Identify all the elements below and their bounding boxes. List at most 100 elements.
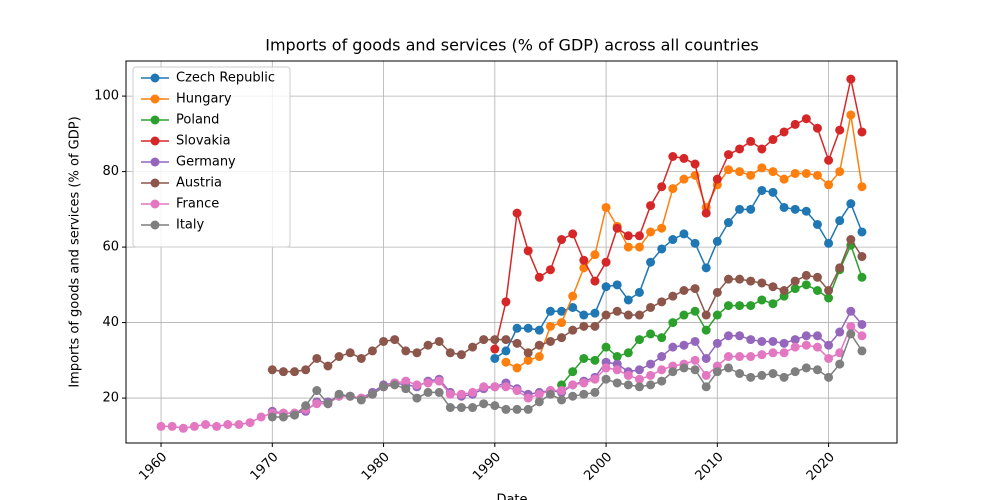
data-point [267,412,277,422]
data-point [824,286,834,296]
series-line [161,325,863,430]
data-point [857,182,867,192]
data-point [746,335,756,345]
data-point [679,229,689,239]
legend-label: Germany [176,155,236,170]
data-point [534,352,544,362]
data-point [512,338,522,348]
data-point [545,306,555,316]
data-point [801,340,811,350]
legend-marker [150,115,160,125]
series-line [560,243,863,386]
data-point [746,372,756,382]
data-point [701,370,711,380]
data-point [679,363,689,373]
data-point [512,386,522,396]
data-point [545,321,555,331]
data-point [757,163,767,173]
data-point [501,357,511,367]
data-point [679,340,689,350]
data-point [835,216,845,226]
data-point [835,167,845,177]
data-point [779,348,789,358]
data-point [779,372,789,382]
data-point [468,342,478,352]
data-point [434,376,444,386]
chart-title: Imports of goods and services (% of GDP)… [265,36,759,55]
data-point [768,135,778,145]
data-point [857,252,867,262]
data-point [312,399,322,409]
data-point [690,365,700,375]
data-point [601,310,611,320]
data-point [545,389,555,399]
data-point [445,348,455,358]
data-point [612,378,622,388]
data-point [390,380,400,390]
data-point [835,348,845,358]
data-point [701,263,711,273]
data-point [846,235,856,245]
data-point [468,387,478,397]
data-point [256,412,266,422]
data-point [757,370,767,380]
data-point [490,335,500,345]
data-point [178,423,188,433]
data-point [523,348,533,358]
data-point [590,374,600,384]
legend-label: Czech Republic [176,71,275,86]
data-point [523,355,533,365]
data-point [445,389,455,399]
data-point [768,369,778,379]
data-point [701,325,711,335]
legend-marker [150,157,160,167]
data-point [334,389,344,399]
data-point [768,187,778,197]
data-point [701,208,711,218]
legend-box [132,66,291,248]
data-point [657,365,667,375]
data-point [723,352,733,362]
series-line [494,189,863,360]
data-point [356,395,366,405]
data-point [790,342,800,352]
data-point [779,286,789,296]
data-point [824,293,834,303]
data-point [712,367,722,377]
data-point [601,282,611,292]
data-point [735,204,745,214]
data-point [534,389,544,399]
data-point [846,199,856,209]
data-point [801,331,811,341]
data-point [401,346,411,356]
data-point [801,206,811,216]
data-point [779,338,789,348]
data-point [590,276,600,286]
data-point [757,336,767,346]
data-point [401,384,411,394]
data-point [534,325,544,335]
data-point [634,335,644,345]
data-point [523,246,533,256]
data-point [468,403,478,413]
legend-label: Austria [176,176,222,191]
data-point [523,393,533,403]
data-point [301,401,311,411]
data-point [601,363,611,373]
data-point [201,420,211,430]
legend-marker [150,136,160,146]
data-point [646,380,656,390]
data-point [812,219,822,229]
data-point [534,340,544,350]
data-point [590,250,600,260]
data-point [590,355,600,365]
data-point [367,346,377,356]
series-line [494,78,863,350]
data-point [668,318,678,328]
data-point [412,348,422,358]
data-point [723,165,733,175]
legend-label: France [176,197,219,212]
data-point [612,280,622,290]
data-point [801,114,811,124]
data-point [735,331,745,341]
